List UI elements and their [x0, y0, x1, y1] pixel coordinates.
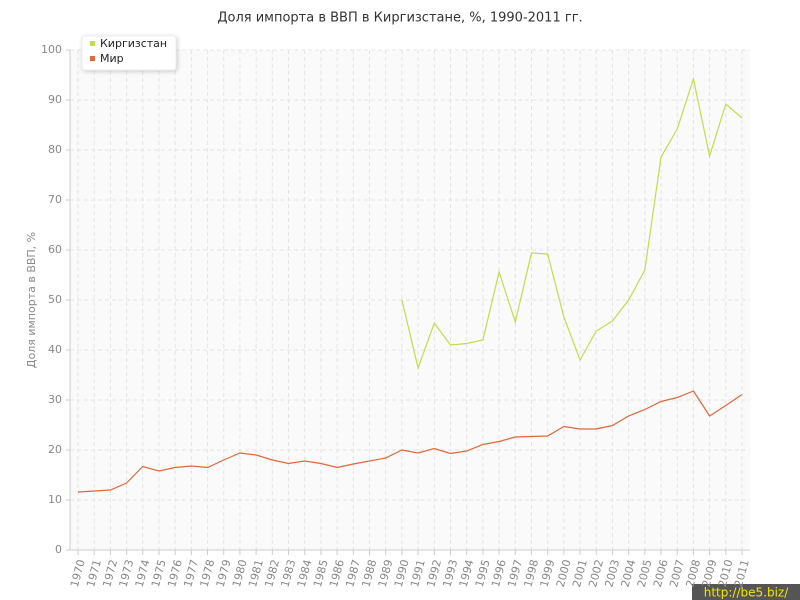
- series-line: [401, 76, 743, 371]
- y-tick-label: 40: [48, 343, 62, 356]
- legend-label: Киргизстан: [100, 37, 167, 50]
- legend-label: Мир: [100, 52, 124, 65]
- y-tick-label: 30: [48, 393, 62, 406]
- y-tick-label: 60: [48, 243, 62, 256]
- y-tick-label: 70: [48, 193, 62, 206]
- legend-marker: [90, 56, 95, 61]
- legend-marker: [90, 41, 95, 46]
- y-tick-label: 100: [41, 43, 62, 56]
- watermark-bg: [692, 584, 800, 600]
- watermark: http://be5.biz/: [704, 586, 789, 600]
- chart-title: Доля импорта в ВВП в Киргизстане, %, 199…: [217, 11, 582, 26]
- legend-box: [81, 35, 177, 71]
- y-tick-label: 20: [48, 443, 62, 456]
- y-tick-label: 50: [48, 293, 62, 306]
- y-axis-label: Доля импорта в ВВП, %: [25, 232, 38, 368]
- y-tick-label: 80: [48, 143, 62, 156]
- y-tick-label: 0: [55, 543, 62, 556]
- y-tick-label: 90: [48, 93, 62, 106]
- series-line: [77, 390, 743, 493]
- y-tick-label: 10: [48, 493, 62, 506]
